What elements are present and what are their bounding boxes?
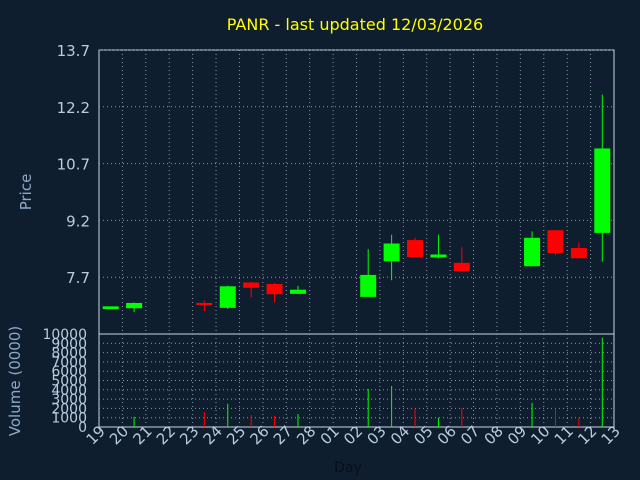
volume-axis-label: Volume (0000) <box>6 326 24 436</box>
volume-panel: 1000090008000700060005000400030002000100… <box>42 327 615 436</box>
price-tick-label: 12.2 <box>57 99 90 117</box>
price-tick-label: 10.7 <box>57 156 90 174</box>
price-plot-area <box>98 49 615 335</box>
chart-title: PANR - last updated 12/03/2026 <box>227 15 483 34</box>
price-panel: 13.7 12.2 10.7 9.2 7.7 <box>57 42 615 335</box>
candle-body <box>594 148 611 233</box>
volume-tick-label: 5000 <box>51 374 87 390</box>
volume-tick-label: 0 <box>78 420 87 436</box>
volume-tick-label: 6000 <box>51 364 87 380</box>
candle-body <box>126 302 143 309</box>
candle-body <box>196 302 213 305</box>
price-tick-label: 13.7 <box>57 42 90 60</box>
x-axis-label: Day <box>334 460 362 476</box>
x-axis-ticks: 1920212223242526272801020304050607080910… <box>83 422 624 448</box>
candle-body <box>407 240 424 258</box>
volume-tick-label: 10000 <box>42 327 87 343</box>
candle-body <box>547 230 564 253</box>
candle-body <box>570 248 587 259</box>
volume-tick-label: 2000 <box>51 401 87 417</box>
price-tick-label: 7.7 <box>66 269 90 287</box>
volume-tick-label: 1000 <box>51 411 87 427</box>
candle-body <box>430 254 447 258</box>
volume-tick-label: 3000 <box>51 392 87 408</box>
volume-tick-label: 7000 <box>51 355 87 371</box>
candle-body <box>360 274 377 297</box>
candle-body <box>383 243 400 262</box>
volume-tick-label: 4000 <box>51 383 87 399</box>
volume-plot-area <box>98 333 615 428</box>
candle-body <box>266 284 283 295</box>
candle-body <box>453 262 470 272</box>
candle-body <box>524 237 541 267</box>
candle-body <box>289 289 306 294</box>
price-axis-label: Price <box>17 174 35 211</box>
volume-tick-label: 8000 <box>51 346 87 362</box>
candle-body <box>219 286 236 308</box>
volume-tick-label: 9000 <box>51 336 87 352</box>
price-tick-label: 9.2 <box>66 212 90 230</box>
candle-body <box>243 282 260 288</box>
candle-body <box>102 306 119 310</box>
